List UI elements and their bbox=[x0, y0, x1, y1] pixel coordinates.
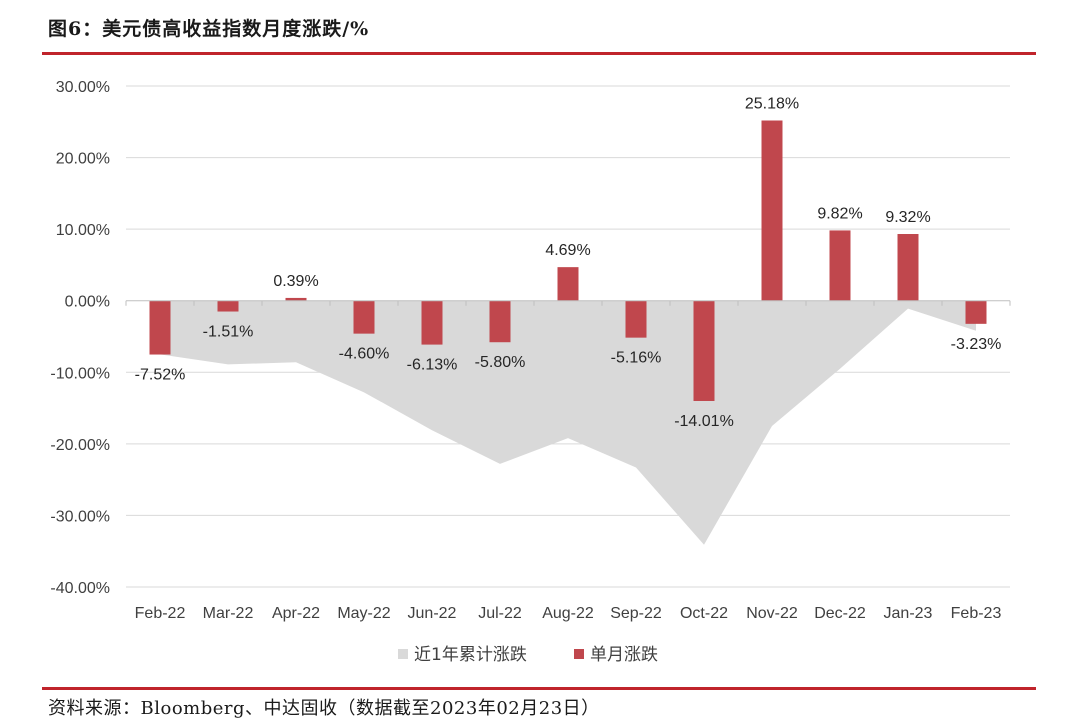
x-tick-label: Aug-22 bbox=[542, 605, 594, 622]
legend-label-area: 近1年累计涨跌 bbox=[414, 645, 527, 665]
y-tick-label: -10.00% bbox=[50, 365, 110, 382]
x-axis bbox=[125, 300, 1011, 306]
bar bbox=[829, 230, 851, 301]
cumulative-area-shape bbox=[160, 300, 976, 545]
data-labels: -7.52% -1.51% 0.39% -4.60% -6.13% -5.80% 4.69%… bbox=[135, 95, 1002, 429]
bar bbox=[149, 300, 171, 355]
bar bbox=[353, 300, 375, 334]
bar bbox=[421, 300, 443, 345]
bar bbox=[897, 234, 919, 301]
y-tick-label: 20.00% bbox=[56, 151, 110, 168]
cumulative-area bbox=[160, 300, 976, 545]
data-label: 4.69% bbox=[545, 242, 590, 259]
y-tick-label: 0.00% bbox=[65, 294, 110, 311]
x-tick-label: Jun-22 bbox=[408, 605, 457, 622]
bottom-rule bbox=[42, 687, 1036, 690]
bar bbox=[285, 297, 307, 301]
data-label: -7.52% bbox=[135, 367, 186, 384]
data-label: 0.39% bbox=[273, 273, 318, 290]
x-tick-label: Feb-23 bbox=[951, 605, 1002, 622]
x-tick-labels: Feb-22 Mar-22 Apr-22 May-22 Jun-22 Jul-22 Aug-… bbox=[135, 605, 1002, 622]
top-rule bbox=[42, 52, 1036, 55]
data-label: 25.18% bbox=[745, 95, 799, 112]
x-tick-label: Jan-23 bbox=[884, 605, 933, 622]
bar bbox=[625, 300, 647, 338]
legend-label-bar: 单月涨跌 bbox=[590, 645, 658, 665]
x-tick-label: Feb-22 bbox=[135, 605, 186, 622]
x-tick-label: Mar-22 bbox=[203, 605, 254, 622]
bar bbox=[557, 267, 579, 301]
x-tick-label: May-22 bbox=[337, 605, 390, 622]
y-tick-label: -30.00% bbox=[50, 508, 110, 525]
bars bbox=[149, 120, 987, 401]
bar bbox=[693, 300, 715, 401]
data-label: -5.16% bbox=[611, 350, 662, 367]
bar bbox=[965, 300, 987, 324]
y-tick-labels: 30.00% 20.00% 10.00% 0.00% -10.00% -20.00% -30… bbox=[50, 79, 110, 597]
x-tick-label: Dec-22 bbox=[814, 605, 866, 622]
y-tick-label: -20.00% bbox=[50, 437, 110, 454]
x-tick-label: Oct-22 bbox=[680, 605, 728, 622]
y-tick-label: -40.00% bbox=[50, 580, 110, 597]
data-label: 9.82% bbox=[817, 205, 862, 222]
data-label: -6.13% bbox=[407, 357, 458, 374]
data-label: -1.51% bbox=[203, 324, 254, 341]
x-tick-label: Nov-22 bbox=[746, 605, 798, 622]
bar bbox=[489, 300, 511, 343]
data-label: -4.60% bbox=[339, 346, 390, 363]
figure-title: 图6：美元债高收益指数月度涨跌/% bbox=[48, 18, 370, 40]
y-tick-label: 30.00% bbox=[56, 79, 110, 96]
x-tick-label: Jul-22 bbox=[478, 605, 522, 622]
x-tick-label: Sep-22 bbox=[610, 605, 662, 622]
bar bbox=[761, 120, 783, 301]
bar bbox=[217, 300, 239, 312]
data-label: -14.01% bbox=[674, 413, 734, 430]
x-tick-label: Apr-22 bbox=[272, 605, 320, 622]
data-label: 9.32% bbox=[885, 209, 930, 226]
legend: 近1年累计涨跌 单月涨跌 bbox=[398, 645, 658, 665]
y-tick-label: 10.00% bbox=[56, 222, 110, 239]
source-note: 资料来源：Bloomberg、中达固收（数据截至2023年02月23日） bbox=[48, 698, 600, 719]
data-label: -3.23% bbox=[951, 336, 1002, 353]
data-label: -5.80% bbox=[475, 354, 526, 371]
legend-swatch-area bbox=[398, 649, 408, 659]
legend-swatch-bar bbox=[574, 649, 584, 659]
